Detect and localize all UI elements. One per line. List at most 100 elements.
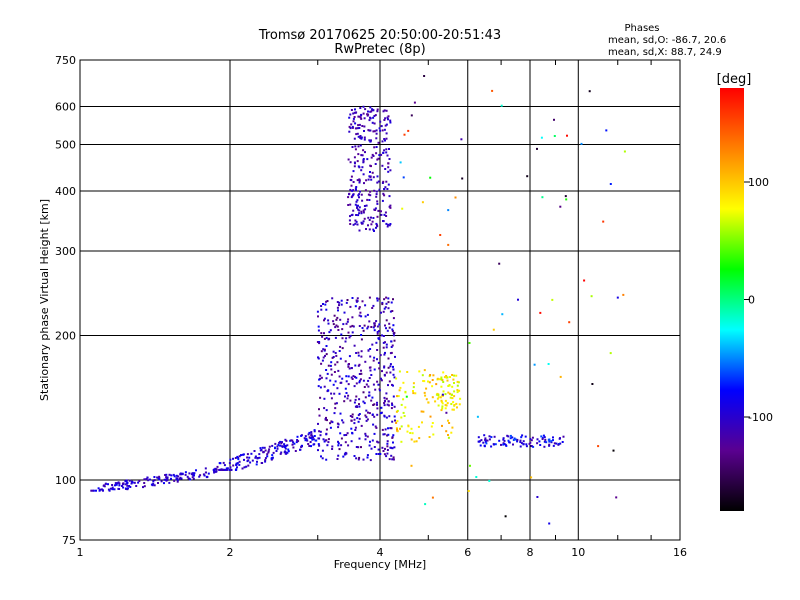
data-point — [378, 154, 381, 157]
data-point — [124, 483, 127, 486]
data-point — [380, 125, 383, 128]
data-point — [328, 331, 331, 334]
data-point — [337, 442, 340, 445]
data-point — [364, 189, 367, 192]
data-point — [356, 206, 358, 209]
data-point — [346, 299, 349, 301]
data-point — [229, 458, 232, 461]
data-point — [418, 370, 421, 373]
data-point — [345, 392, 348, 394]
data-point — [320, 305, 323, 307]
data-point — [238, 460, 241, 463]
data-point — [377, 441, 380, 444]
data-point — [386, 449, 389, 451]
data-point — [349, 334, 352, 337]
data-point — [114, 482, 117, 485]
data-point — [122, 486, 125, 489]
data-point — [385, 455, 388, 458]
data-point — [310, 431, 313, 434]
data-point — [363, 130, 365, 132]
data-point — [623, 150, 626, 153]
data-point — [397, 395, 400, 398]
data-point — [456, 391, 459, 394]
data-point — [389, 363, 392, 366]
data-point — [358, 127, 361, 129]
data-point — [323, 397, 326, 400]
data-point — [332, 383, 335, 386]
data-point — [356, 223, 359, 226]
data-point — [376, 413, 379, 416]
data-point — [143, 478, 146, 481]
data-point — [609, 352, 612, 355]
data-point — [351, 413, 354, 416]
data-point — [410, 427, 413, 430]
data-point — [326, 300, 329, 302]
data-point — [376, 158, 379, 161]
data-point — [431, 496, 434, 499]
data-point — [325, 433, 328, 436]
data-point — [406, 430, 409, 433]
data-point — [147, 479, 150, 482]
data-point — [280, 442, 283, 445]
data-point — [337, 454, 340, 457]
data-point — [389, 204, 392, 207]
data-point — [376, 200, 379, 203]
data-point — [378, 127, 381, 130]
data-point — [348, 336, 351, 339]
data-point — [447, 391, 450, 394]
data-point — [323, 385, 326, 388]
data-point — [349, 127, 352, 130]
data-point — [337, 426, 340, 429]
data-point — [107, 488, 110, 491]
data-point — [382, 180, 385, 183]
data-point — [360, 210, 363, 213]
data-point — [458, 389, 461, 392]
data-point — [360, 193, 363, 196]
data-point — [357, 446, 360, 449]
data-point — [427, 401, 430, 404]
data-point — [452, 378, 455, 381]
data-point — [243, 458, 245, 461]
data-point — [347, 196, 350, 199]
data-point — [310, 434, 313, 437]
data-point — [372, 304, 375, 307]
data-point — [370, 374, 373, 376]
data-point — [490, 445, 493, 448]
data-point — [385, 397, 388, 400]
data-point — [256, 460, 258, 463]
data-point — [340, 381, 343, 384]
data-point — [392, 384, 394, 387]
data-point — [232, 457, 234, 460]
data-point — [358, 179, 361, 182]
data-point — [447, 436, 450, 439]
data-point — [360, 350, 363, 353]
data-point — [456, 384, 459, 387]
data-point — [345, 337, 348, 340]
data-point — [362, 105, 365, 108]
data-point — [396, 395, 399, 398]
data-point — [363, 117, 366, 120]
data-point — [369, 440, 371, 443]
data-point — [519, 439, 522, 442]
data-point — [371, 413, 374, 416]
data-point — [553, 118, 555, 121]
data-point — [172, 473, 175, 476]
data-point — [378, 330, 380, 333]
data-point — [377, 453, 380, 455]
data-point — [440, 385, 443, 388]
data-point — [382, 346, 385, 349]
data-point — [356, 127, 359, 130]
data-point — [318, 341, 321, 343]
data-point — [228, 468, 231, 471]
data-point — [516, 440, 519, 443]
y-tick-label: 750 — [55, 54, 76, 67]
data-point — [276, 447, 279, 450]
data-point — [354, 222, 357, 225]
data-point — [381, 303, 384, 306]
data-point — [198, 475, 201, 478]
data-point — [348, 363, 350, 365]
data-point — [457, 381, 460, 384]
data-point — [498, 439, 501, 442]
data-point — [236, 462, 239, 465]
data-point — [358, 209, 361, 212]
